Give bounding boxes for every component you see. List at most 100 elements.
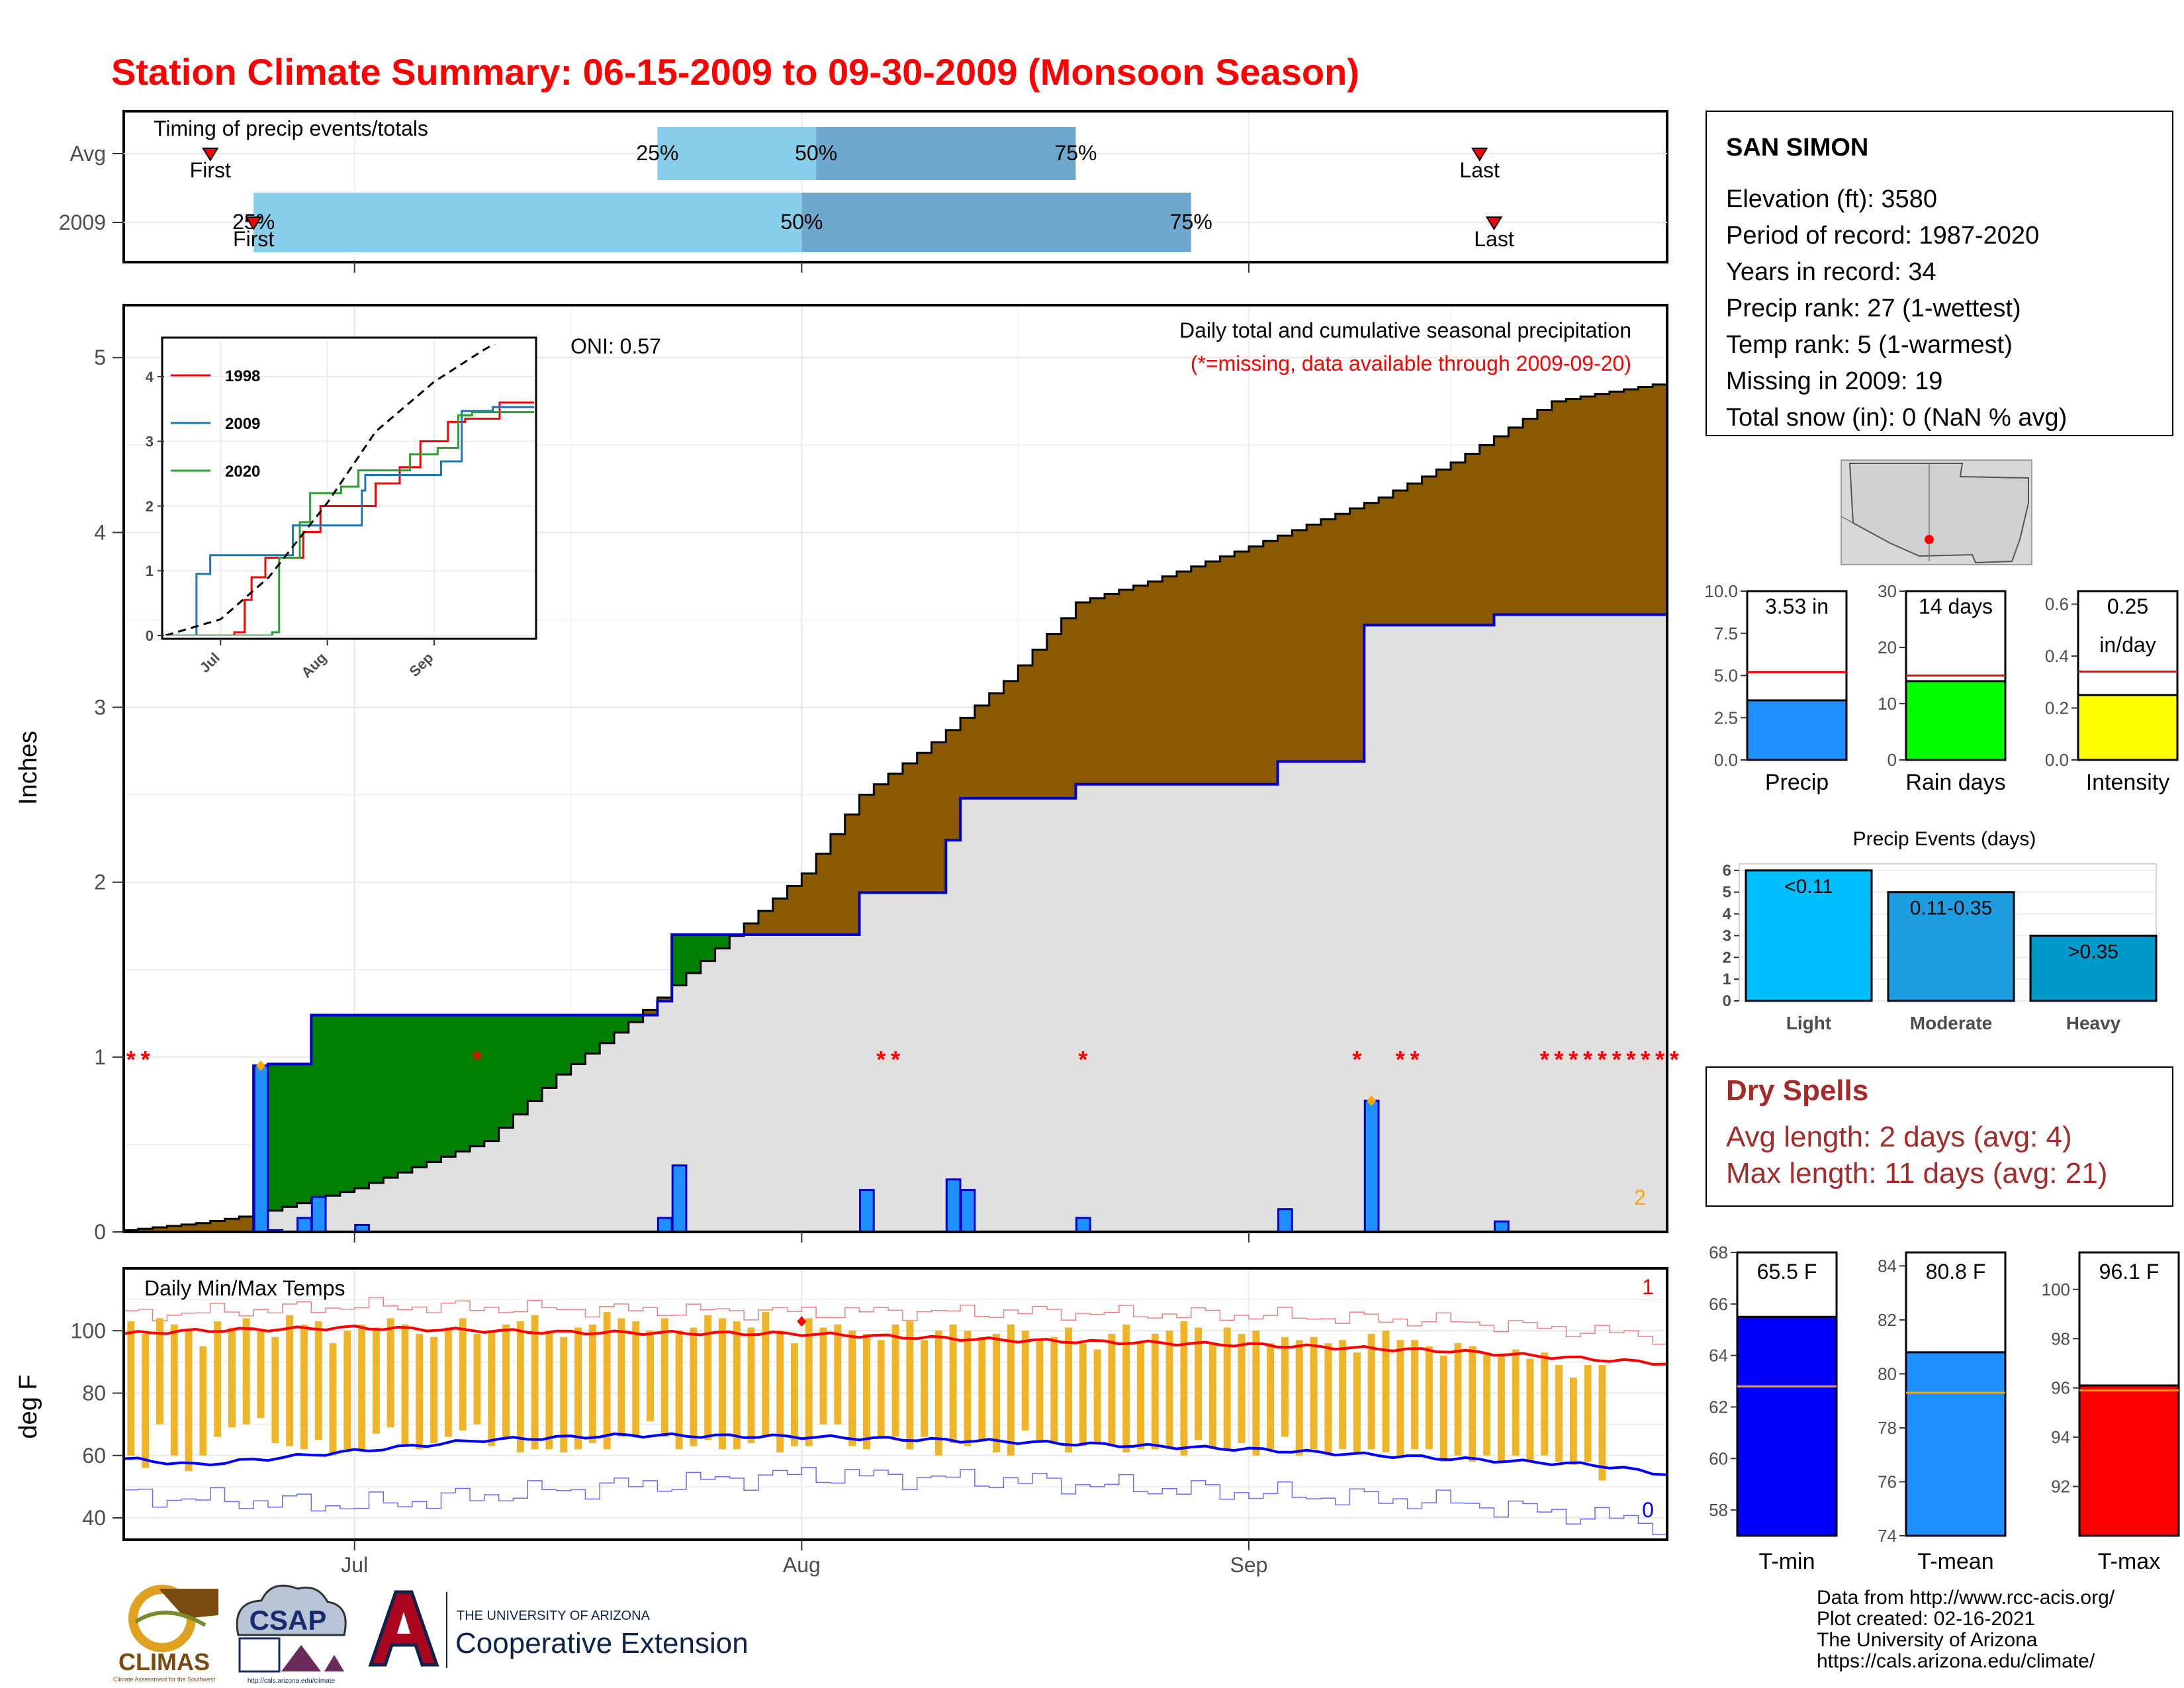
mini-chart-tick-label: 20 (1878, 637, 1897, 657)
precip-departure-segment (498, 1015, 514, 1128)
temp-daily-range-bar (1267, 1343, 1275, 1450)
temp-daily-range-bar (906, 1321, 914, 1450)
missing-day-marker: * (1555, 1046, 1564, 1073)
temp-daily-range-bar (560, 1336, 568, 1453)
csap-wordmark: CSAP (250, 1605, 327, 1636)
precip-departure-segment (369, 1015, 384, 1184)
precip-daily-bar (657, 1217, 673, 1232)
temp-record-min-line (124, 1466, 1667, 1535)
precip-departure-segment (383, 1015, 398, 1178)
temp-daily-range-bar (1569, 1377, 1577, 1465)
temp-daily-range-bar (1036, 1340, 1044, 1443)
temp-daily-range-bar (1209, 1343, 1216, 1450)
precip-departure-segment (859, 794, 874, 893)
precip-departure-segment (1335, 514, 1351, 762)
temp-daily-range-bar (271, 1336, 279, 1443)
precip-ylabel: Inches (15, 731, 42, 805)
precip-departure-segment (657, 998, 672, 1002)
temp-bar-value-label: 96.1 F (2099, 1260, 2160, 1284)
timing-p50-label: 50% (780, 210, 823, 234)
mini-chart-tick-label: 10 (1878, 694, 1897, 714)
climas-logo: CLIMAS Climate Assessment for the Southw… (113, 1585, 218, 1683)
mini-chart-tick-label: 0.0 (1714, 750, 1738, 770)
precip-departure-segment (643, 1009, 658, 1015)
precip-departure-segment (1392, 491, 1408, 626)
temp-bar (1736, 1315, 1838, 1537)
precip-departure-segment (470, 1015, 485, 1147)
timing-p25-label: 25% (636, 141, 678, 165)
precip-y-tick-label: 5 (94, 346, 106, 369)
mini-chart-tick-label: 30 (1878, 581, 1897, 601)
events-tick-label: 3 (1723, 927, 1731, 945)
station-line: Years in record: 34 (1726, 258, 1936, 286)
temp-bar-tick-label: 94 (2051, 1427, 2070, 1447)
precip-departure-segment (224, 1219, 240, 1232)
temp-daily-range-bar (314, 1321, 322, 1440)
precip-departure-segment (974, 705, 990, 798)
temp-x-tick-label: Sep (1230, 1553, 1267, 1577)
temp-corner-top: 1 (1642, 1275, 1654, 1299)
temp-bar-tick-label: 96 (2051, 1378, 2070, 1398)
csap-logo: CSAP http://cals.arizona.edu/climate (236, 1584, 347, 1685)
temp-daily-range-bar (459, 1318, 467, 1431)
mini-chart-tick-label: 0.0 (2045, 750, 2069, 770)
missing-day-marker: * (1655, 1046, 1664, 1073)
events-bar (2029, 934, 2158, 1002)
temp-daily-range-bar (790, 1343, 798, 1446)
temp-daily-range-bar (1483, 1352, 1491, 1456)
temp-daily-range-bar (617, 1318, 625, 1437)
timing-first-marker-label: First (233, 227, 274, 251)
events-tick-label: 5 (1723, 884, 1731, 902)
timing-bar-upper (816, 127, 1076, 180)
temp-daily-range-bar (1065, 1327, 1072, 1453)
temp-daily-range-bar (300, 1324, 308, 1450)
precip-departure-segment (1046, 633, 1062, 798)
temp-daily-range-bar (1439, 1355, 1447, 1462)
temp-daily-range-bar (1512, 1349, 1520, 1456)
mini-chart-label: Precip (1765, 770, 1829, 795)
temp-daily-range-bar (1396, 1340, 1404, 1456)
precip-departure-segment (946, 729, 961, 841)
precip-daily-bar (960, 1189, 976, 1232)
missing-day-marker: * (1352, 1046, 1361, 1073)
temp-daily-range-bar (358, 1324, 366, 1450)
temp-daily-range-bar (1324, 1343, 1332, 1456)
precip-departure-segment (801, 873, 817, 935)
climas-subtitle: Climate Assessment for the Southwest (113, 1676, 216, 1683)
timing-last-marker-label: Last (1474, 227, 1514, 251)
precip-departure-segment (195, 1223, 211, 1232)
temp-normal-max-line (124, 1325, 1667, 1366)
temp-bar-tick-label: 84 (1878, 1256, 1897, 1276)
events-tick-label: 2 (1723, 949, 1731, 966)
temp-daily-range-bar (603, 1311, 611, 1450)
temp-daily-range-bar (1223, 1327, 1231, 1450)
precip-departure-segment (152, 1227, 167, 1232)
precip-departure-segment (1523, 418, 1538, 615)
timing-p75-label: 75% (1170, 210, 1212, 234)
precip-departure-segment (787, 886, 802, 935)
inset-avg-line (165, 344, 496, 635)
precip-2009-cumulative-line (124, 613, 1667, 1232)
inset-series-2009 (165, 406, 534, 635)
temp-daily-range-bar (170, 1324, 178, 1456)
temp-daily-range-bar (1079, 1343, 1087, 1446)
temp-daily-range-bar (127, 1321, 135, 1456)
mini-chart-value-label: 0.25 (2107, 594, 2148, 618)
precip-departure-segment (1032, 649, 1048, 798)
temp-daily-range-bar (1541, 1352, 1549, 1456)
missing-day-marker: * (1583, 1046, 1592, 1073)
timing-bar-upper (801, 193, 1191, 252)
ua-logo: THE UNIVERSITY OF ARIZONA Cooperative Ex… (368, 1590, 749, 1668)
temp-bar-tick-label: 66 (1709, 1294, 1728, 1314)
precip-departure-segment (1292, 530, 1307, 762)
locator-map (1841, 459, 2032, 565)
events-bar-label: Light (1786, 1013, 1831, 1033)
precip-departure-segment (888, 773, 903, 893)
precip-departure-segment (700, 934, 716, 961)
precip-departure-segment (1191, 566, 1206, 784)
temp-daily-range-bar (660, 1318, 668, 1437)
temp-daily-range-bar (1497, 1355, 1505, 1462)
precip-departure-segment (758, 911, 774, 935)
precip-departure-segment (1465, 453, 1480, 626)
precip-departure-segment (556, 1015, 572, 1075)
